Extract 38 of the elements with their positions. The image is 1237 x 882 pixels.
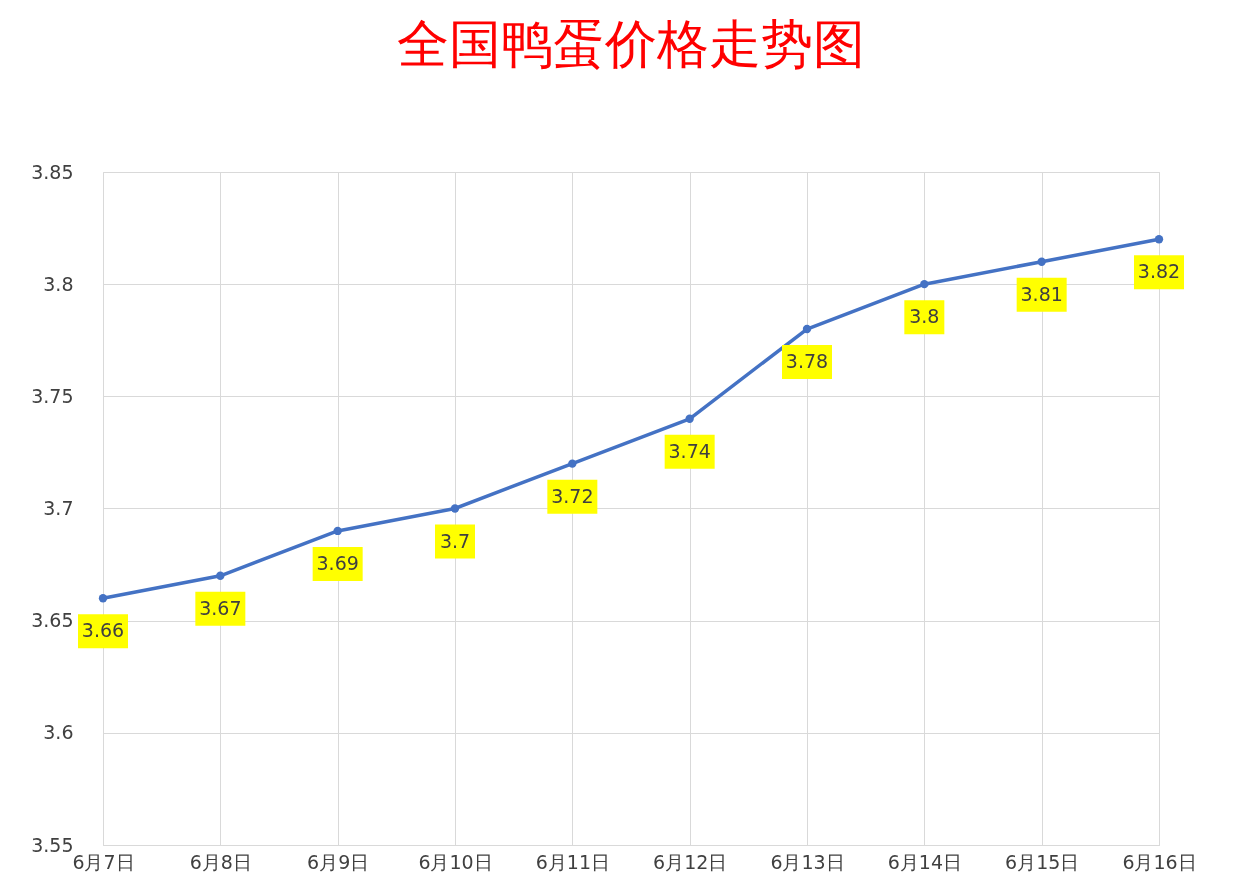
y-tick-label: 3.75 [31,384,74,407]
data-label: 3.8 [909,305,940,328]
y-tick-label: 3.55 [31,833,74,856]
x-tick-label: 6月10日 [418,850,493,873]
x-tick-label: 6月15日 [1005,850,1080,873]
point [1037,257,1046,266]
x-tick-label: 6月11日 [535,850,610,873]
y-tick-label: 3.8 [43,272,74,295]
data-label: 3.67 [199,596,242,619]
point [920,279,929,289]
x-tick-label: 6月14日 [887,850,962,873]
point [1154,235,1164,244]
y-tick-label: 3.85 [31,160,74,183]
point [802,324,812,334]
x-tick-label: 6月12日 [653,850,728,873]
data-label: 3.72 [551,484,594,507]
x-tick-label: 6月13日 [770,850,845,873]
x-tick-label: 6月16日 [1122,850,1197,873]
x-tick-label: 6月7日 [72,850,135,873]
y-tick-label: 3.65 [31,609,74,632]
point [685,414,694,423]
data-label: 3.82 [1137,260,1181,283]
data-label: 3.74 [668,439,711,462]
point [568,459,577,468]
data-label: 3.66 [81,619,125,642]
chart-title: 全国鸭蛋价格走势图 [397,16,865,73]
point [450,504,460,513]
y-tick-label: 3.7 [43,497,74,519]
x-tick-label: 6月9日 [307,850,370,873]
x-tick-label: 6月8日 [189,850,252,873]
data-label: 3.78 [785,350,829,373]
data-label: 3.7 [439,529,471,552]
point [216,571,225,580]
y-tick-label: 3.6 [43,721,74,744]
data-label: 3.69 [316,551,359,574]
point [333,526,342,536]
point [98,594,108,603]
data-label: 3.81 [1020,282,1063,305]
